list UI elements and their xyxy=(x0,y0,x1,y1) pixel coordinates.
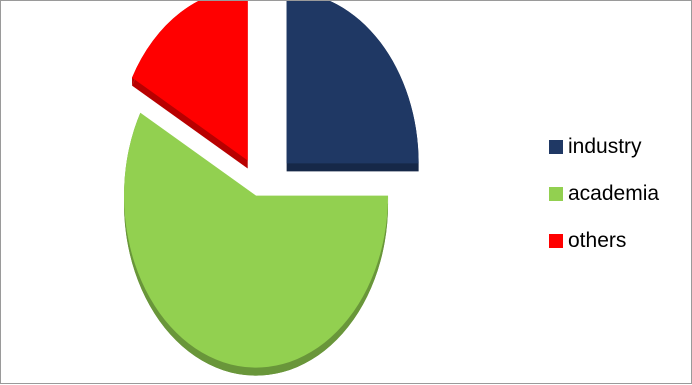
legend-label-others: others xyxy=(568,229,627,252)
legend-item-others: others xyxy=(549,229,659,253)
legend-item-industry: industry xyxy=(549,135,659,159)
slice-others xyxy=(132,1,248,169)
slice-top-others xyxy=(132,1,248,161)
slice-industry xyxy=(286,1,419,172)
legend-label-industry: industry xyxy=(568,135,642,158)
slice-top-academia xyxy=(124,112,389,368)
legend-swatch-others xyxy=(549,234,563,248)
legend-swatch-industry xyxy=(549,140,563,154)
slice-top-industry xyxy=(286,1,419,164)
legend: industry academia others xyxy=(549,135,659,276)
legend-swatch-academia xyxy=(549,187,563,201)
slice-academia xyxy=(124,112,389,376)
legend-label-academia: academia xyxy=(568,182,660,205)
legend-item-academia: academia xyxy=(549,182,659,206)
